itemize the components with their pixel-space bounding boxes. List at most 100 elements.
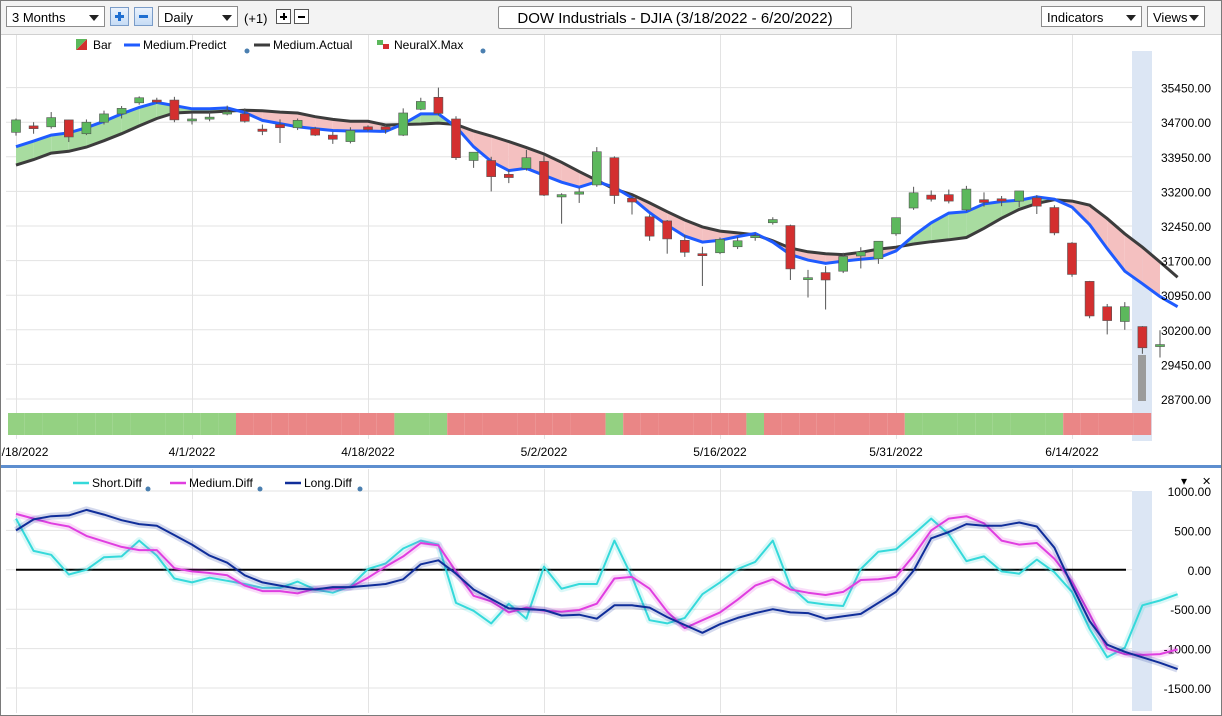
offset-increase-button[interactable] xyxy=(276,9,291,24)
candle xyxy=(591,147,602,187)
signal-band-segment xyxy=(8,413,25,435)
candle-body xyxy=(1014,190,1025,202)
signal-band-segment xyxy=(623,413,641,435)
candle-body xyxy=(275,124,285,129)
candle-body xyxy=(715,239,725,254)
candle-body xyxy=(28,125,39,129)
candle xyxy=(327,131,338,144)
signal-band-segment xyxy=(746,413,764,435)
legend-info-dot xyxy=(145,486,151,492)
legend-item-short-diff: Short.Diff xyxy=(73,476,151,492)
signal-band-segment xyxy=(1010,413,1028,435)
candle-body xyxy=(609,157,620,196)
candle-body xyxy=(644,216,655,237)
spread-fill-segment xyxy=(1124,233,1143,284)
period-dropdown[interactable]: 3 Months xyxy=(6,6,105,27)
chart-area[interactable]: 35450.00 34700.00 33950.00 33200.00 32450.00… xyxy=(1,35,1221,715)
chevron-down-icon xyxy=(89,15,99,21)
candle-body xyxy=(415,101,426,110)
signal-band-segment xyxy=(975,413,993,435)
price-axis-label: 30950.00 xyxy=(1161,289,1211,303)
price-axis-label: 32450.00 xyxy=(1161,220,1211,234)
date-axis-label: 3/18/2022 xyxy=(1,445,49,459)
chart-title[interactable]: DOW Industrials - DJIA (3/18/2022 - 6/20… xyxy=(498,6,852,29)
signal-band-segment xyxy=(957,413,976,435)
candle-body xyxy=(134,97,144,104)
signal-band-segment xyxy=(447,413,465,435)
signal-band-segment xyxy=(816,413,835,435)
candle-body xyxy=(486,160,497,177)
zoom-in-button[interactable] xyxy=(110,7,129,26)
candle-body xyxy=(803,277,813,280)
price-axis-label: 35450.00 xyxy=(1161,82,1211,96)
signal-band-segment xyxy=(728,413,747,435)
interval-value: Daily xyxy=(164,10,193,25)
signal-band-segment xyxy=(517,413,536,435)
candle-body xyxy=(574,191,585,195)
candle-body xyxy=(591,151,602,186)
candle-body xyxy=(873,240,884,260)
candle-body xyxy=(152,99,162,103)
candle xyxy=(855,247,866,269)
legend-label: NeuralX.Max xyxy=(394,38,463,52)
candle xyxy=(1102,303,1112,335)
candle xyxy=(11,118,21,136)
candle xyxy=(169,96,180,123)
signal-band-segment xyxy=(992,413,1011,435)
candle xyxy=(63,119,74,143)
legend-label: Bar xyxy=(93,38,112,52)
signal-band-segment xyxy=(112,413,131,435)
date-axis-label: 4/1/2022 xyxy=(169,445,216,459)
views-dropdown[interactable]: Views xyxy=(1147,6,1205,27)
candle-body xyxy=(855,251,866,257)
candle-body xyxy=(697,253,708,256)
signal-band-segment xyxy=(693,413,712,435)
candle-body xyxy=(1084,281,1095,317)
candle xyxy=(134,96,144,105)
signal-band-segment xyxy=(324,413,342,435)
signal-band-segment xyxy=(253,413,272,435)
offset-label: (+1) xyxy=(244,11,268,26)
legend-label: Medium.Diff xyxy=(189,476,253,490)
signal-band-segment xyxy=(552,413,571,435)
price-axis-label: 29450.00 xyxy=(1161,358,1211,372)
candle-body xyxy=(451,118,461,159)
candle-body xyxy=(46,117,57,128)
signal-band-segment xyxy=(940,413,958,435)
diff-axis-label: -500.00 xyxy=(1170,603,1211,617)
signal-band-segment xyxy=(640,413,659,435)
candle xyxy=(908,186,919,210)
price-axis-label: 28700.00 xyxy=(1161,393,1211,407)
legend-info-dot xyxy=(244,48,250,54)
signal-band-segment xyxy=(535,413,553,435)
zoom-out-button[interactable] xyxy=(134,7,153,26)
candle xyxy=(486,156,497,192)
offset-decrease-button[interactable] xyxy=(294,9,309,24)
spread-fill-segment xyxy=(473,130,492,162)
spread-fill-segment xyxy=(579,171,597,188)
candle-body xyxy=(1155,344,1165,347)
candle xyxy=(1137,326,1148,354)
candle xyxy=(961,185,972,212)
legend-swatch xyxy=(377,40,383,45)
candle xyxy=(767,217,778,225)
candle xyxy=(240,108,250,123)
panel-separator xyxy=(1,465,1221,468)
interval-dropdown[interactable]: Daily xyxy=(158,6,238,27)
price-axis-label: 30200.00 xyxy=(1161,324,1211,338)
signal-band-segment xyxy=(1098,413,1116,435)
minus-icon xyxy=(139,15,148,18)
spread-fill-segment xyxy=(931,213,949,242)
candle xyxy=(1155,330,1165,358)
indicators-label: Indicators xyxy=(1047,10,1104,25)
candle-body xyxy=(662,220,673,240)
candle xyxy=(46,112,57,129)
legend-label: Short.Diff xyxy=(92,476,142,490)
indicators-dropdown[interactable]: Indicators xyxy=(1041,6,1142,27)
candle-body xyxy=(292,120,303,129)
candle xyxy=(556,193,567,224)
date-axis-label: 5/31/2022 xyxy=(869,445,923,459)
candle-body xyxy=(1102,306,1112,321)
signal-band-segment xyxy=(676,413,694,435)
signal-band-segment xyxy=(1080,413,1099,435)
